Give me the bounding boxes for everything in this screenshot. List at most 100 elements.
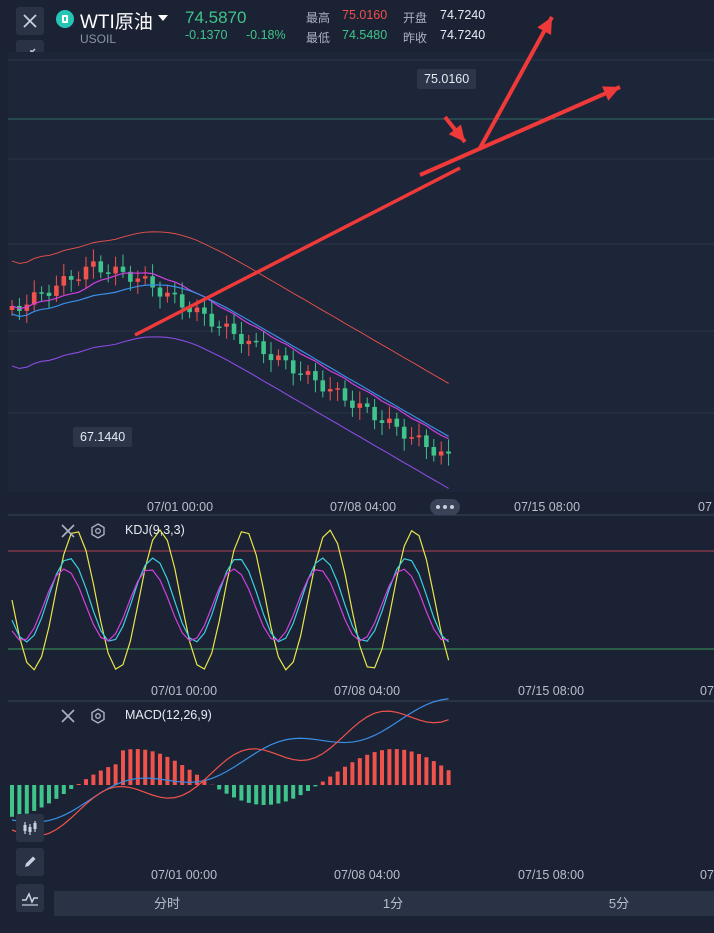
macd-bar [402,749,407,785]
candle-body [239,333,244,345]
candle-body [150,276,155,288]
candle-body [335,388,340,390]
chart-type-button[interactable] [16,884,44,912]
macd-bar [380,750,384,785]
macd-x-tick: 07/01 00:00 [151,868,218,882]
macd-bar [446,770,451,785]
candle-body [350,400,355,408]
candle-body [305,371,311,375]
price-change-percent: -0.18% [246,28,286,42]
open-label: 开盘 [403,11,428,25]
candle-body [61,276,67,286]
low-label: 最低 [306,31,331,45]
candle-body [283,355,289,361]
macd-bar [135,749,140,785]
macd-bar [343,766,347,785]
kdj-x-tick: 07/08 04:00 [334,684,401,698]
close-kdj-icon[interactable] [60,523,76,539]
macd-bar [54,785,59,799]
kdj-label: KDJ(9,3,3) [125,523,185,537]
kdj-d-line [11,557,450,643]
candle-body [401,426,407,439]
candle-body [98,261,104,273]
macd-bar [202,779,207,785]
macd-bar [320,781,325,785]
pencil-icon [25,856,36,867]
candle-body [276,355,281,361]
candle-body [165,292,170,297]
annotation-arrow-head [448,124,465,142]
boll-lower-band [11,336,449,489]
macd-bar [24,785,29,814]
prev-close-value: 74.7240 [440,28,486,42]
candle-body [179,294,185,308]
high-label: 最高 [306,11,331,25]
macd-x-tick: 07/08 04:00 [334,868,401,882]
settings-kdj-icon[interactable] [90,523,106,539]
candle-body [387,418,392,423]
macd-bar [439,765,444,785]
macd-bar [350,762,355,785]
last-price: 74.5870 [185,8,247,27]
candle-body [298,373,303,375]
candle-body [202,307,207,314]
macd-bar [394,749,399,785]
indicator-tool-button[interactable] [16,814,44,842]
macd-bar [424,757,429,785]
pane-drag-handle[interactable] [430,499,460,515]
tab-1min[interactable]: 1分 [382,896,404,911]
macd-bar [91,774,96,785]
tab-timeline[interactable]: 分时 [153,896,180,911]
macd-bar [283,785,288,802]
settings-macd-icon[interactable] [90,708,106,724]
macd-bar [47,785,51,804]
ma-line-long [11,284,449,437]
candle-body [54,285,59,296]
candle-body [357,403,363,408]
macd-bar [357,758,362,785]
boll-upper-band [11,231,449,384]
candle-body [372,406,377,421]
close-macd-icon[interactable] [60,708,76,724]
macd-bar [195,774,199,785]
macd-x-tick: 07/15 08:00 [518,868,585,882]
macd-bar [217,785,222,790]
symbol-title[interactable]: WTI原油 [80,12,153,33]
macd-bar [98,770,103,785]
candle-body [76,279,81,281]
macd-bar [143,749,148,785]
chevron-down-icon[interactable] [158,14,168,22]
tab-5min[interactable]: 5分 [608,896,630,911]
symbol-code: USOIL [80,32,117,46]
max-price-tag: 75.0160 [417,69,477,89]
candle-body [431,447,437,456]
candle-body [39,292,44,294]
macd-bar [306,785,310,791]
min-price-tag: 67.1440 [73,427,133,447]
candle-body [224,323,229,327]
macd-bar [106,767,111,785]
candle-body [342,388,348,401]
candlestick-icon [23,821,37,835]
close-button[interactable] [16,7,44,35]
candle-body [261,341,266,355]
macd-bar [239,785,244,801]
kdj-x-tick: 07/01 00:00 [151,684,218,698]
macd-bar [84,779,88,785]
line-chart-icon [22,892,38,906]
candle-body [209,313,215,327]
close-icon [23,14,37,28]
macd-bar [17,785,22,816]
macd-bar [224,785,229,794]
macd-bar [372,752,377,785]
candle-body [364,403,370,407]
draw-tool-button[interactable] [16,848,44,876]
annotation-arrow [478,16,554,149]
candle-body [253,340,259,343]
macd-bar [113,764,118,785]
candle-body [216,326,222,329]
timeframe-tabbar: 分时 1分 5分 [54,891,714,916]
candle-body [142,276,148,279]
candle-body [135,278,141,282]
